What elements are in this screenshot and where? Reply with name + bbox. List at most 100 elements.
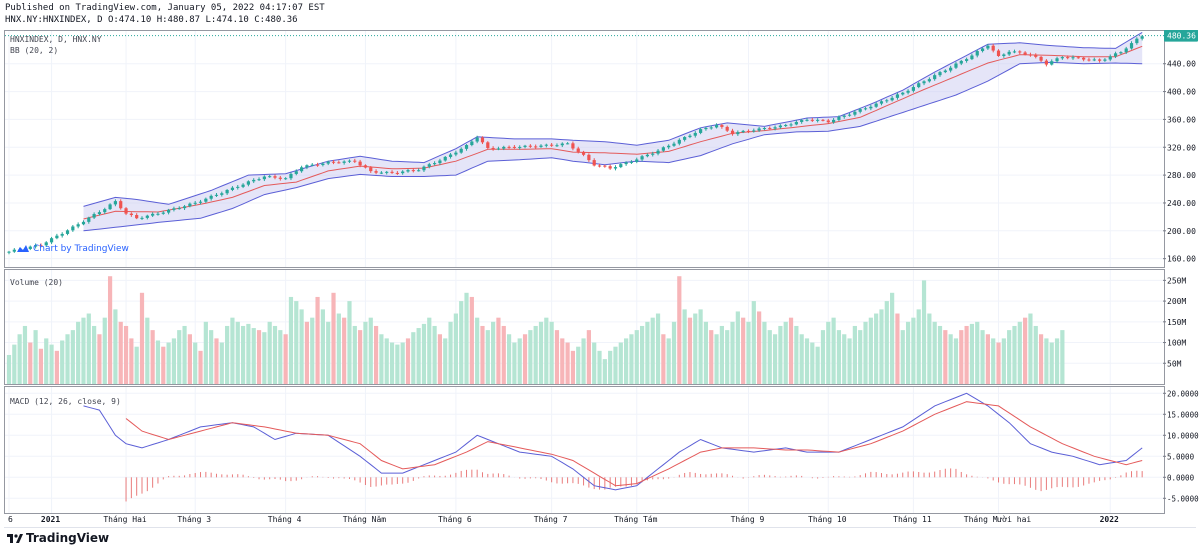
volume-bar <box>203 321 208 384</box>
candle-body <box>789 124 793 126</box>
candle-body <box>151 213 155 216</box>
time-axis-label: 6 <box>8 515 13 524</box>
volume-bar <box>299 309 304 384</box>
candle-body <box>581 151 586 155</box>
candle-body <box>1103 59 1107 61</box>
volume-bar <box>464 292 469 384</box>
volume-pane[interactable]: Volume (20) <box>4 269 1165 385</box>
candle-body <box>911 87 915 91</box>
volume-bar <box>235 321 240 384</box>
volume-bar <box>916 309 921 384</box>
candle-body <box>1071 57 1075 59</box>
candle-body <box>55 235 59 239</box>
volume-bar <box>193 342 198 384</box>
candle-body <box>198 201 203 203</box>
volume-bar <box>517 338 522 384</box>
candle-body <box>597 165 602 167</box>
volume-bar <box>719 325 724 384</box>
time-axis-label: Tháng 6 <box>438 515 472 524</box>
volume-bar <box>533 325 538 384</box>
volume-bar <box>549 321 554 384</box>
candle-body <box>613 167 618 169</box>
volume-bar <box>1044 338 1049 384</box>
candle-body <box>60 233 64 236</box>
candle-body <box>326 161 330 164</box>
volume-bar <box>671 321 677 384</box>
volume-bar <box>379 334 384 384</box>
candle-body <box>1012 51 1017 53</box>
candle-body <box>209 195 213 199</box>
volume-chart <box>5 270 1164 384</box>
candle-body <box>1119 52 1123 54</box>
volume-bar <box>336 313 341 384</box>
candle-body <box>1050 61 1054 65</box>
price-axis[interactable]: 160.00 200.00 240.00 280.00 320.00 360.00 400.… <box>1163 30 1200 268</box>
candle-body <box>805 119 809 121</box>
volume-bar <box>1033 325 1038 384</box>
chart-by-tradingview-link[interactable]: Chart by TradingView <box>16 244 129 254</box>
volume-bar <box>544 317 549 384</box>
volume-bar <box>278 330 283 384</box>
time-axis-label: Tháng Mười hai <box>964 514 1032 524</box>
candle-body <box>71 226 75 231</box>
volume-axis[interactable]: 50M 100M 150M 200M 250M <box>1163 269 1200 385</box>
time-axis-label: Tháng Hai <box>103 515 147 524</box>
volume-bar <box>661 334 666 384</box>
candle-body <box>470 141 474 146</box>
candle-body <box>1076 57 1080 59</box>
candle-body <box>874 103 878 107</box>
price-axis-label: 400.00 <box>1167 88 1196 97</box>
macd-axis[interactable]: -5.0000 0.0000 5.0000 10.0000 15.0000 20.0000 <box>1163 386 1200 514</box>
volume-bar <box>948 334 953 384</box>
candle-body <box>44 242 48 246</box>
candle-body <box>65 230 70 234</box>
macd-pane[interactable]: MACD (12, 26, close, 9) <box>4 386 1165 514</box>
tradingview-logo-icon <box>7 534 23 543</box>
volume-bar <box>730 321 735 384</box>
candle-body <box>300 167 304 172</box>
price-axis-label: 320.00 <box>1167 143 1196 152</box>
volume-bar <box>405 338 411 384</box>
volume-bar <box>810 342 815 384</box>
volume-bar <box>592 342 597 384</box>
tradingview-cloud-icon <box>17 245 29 252</box>
volume-bar <box>964 325 969 384</box>
candle-body <box>1113 53 1118 57</box>
candle-body <box>885 100 889 102</box>
candle-body <box>555 145 559 147</box>
volume-bar <box>6 354 12 384</box>
volume-bar <box>890 292 895 384</box>
volume-bar <box>634 330 639 384</box>
volume-bar <box>102 317 107 384</box>
volume-bar <box>751 301 756 384</box>
volume-bar <box>501 325 506 384</box>
chart-by-label: Chart by TradingView <box>33 244 129 254</box>
volume-bar <box>421 323 427 384</box>
volume-bar <box>139 292 145 384</box>
candle-body <box>624 162 628 165</box>
volume-bar <box>927 313 932 384</box>
signal-line <box>125 401 1143 487</box>
candle-body <box>1082 57 1086 60</box>
volume-bar <box>368 317 373 384</box>
volume-bar <box>932 321 937 384</box>
candle-body <box>230 187 235 190</box>
candle-body <box>943 70 947 73</box>
tradingview-logo[interactable]: TradingView <box>7 531 109 545</box>
time-axis[interactable]: 6 2021 Tháng Hai Tháng 3 Tháng 4 Tháng Năm Thá… <box>4 512 1164 526</box>
candle-body <box>986 45 990 49</box>
candle-body <box>268 176 272 178</box>
volume-bar <box>155 340 161 384</box>
volume-bar <box>267 321 272 384</box>
volume-bar <box>698 309 703 384</box>
macd-indicator-label: MACD (12, 26, close, 9) <box>10 397 121 406</box>
candle-body <box>1124 48 1128 53</box>
volume-bar <box>28 342 33 384</box>
candle-body <box>688 135 692 138</box>
volume-bar <box>522 334 528 384</box>
price-pane[interactable]: HNXINDEX, D, HNX.NY BB (20, 2) <box>4 30 1165 268</box>
candle-body <box>204 198 208 202</box>
candle-body <box>246 181 250 185</box>
volume-bar <box>820 330 826 384</box>
volume-bar <box>86 313 91 384</box>
